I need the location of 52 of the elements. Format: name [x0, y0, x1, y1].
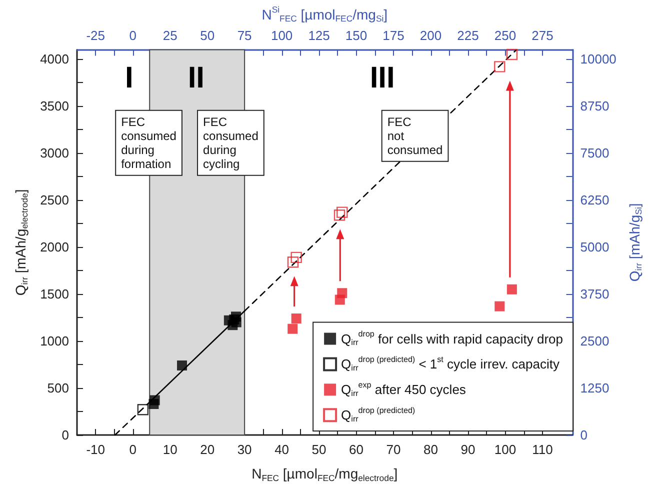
y-tick-label: 500: [47, 380, 69, 396]
x-tick-label: 30: [237, 442, 252, 457]
x-tick-label: 50: [312, 442, 326, 457]
annotation: II: [188, 61, 204, 94]
y-tick-label: 1000: [40, 334, 69, 349]
x-tick-label: 70: [386, 442, 401, 457]
annotation: FEC not consumed: [387, 114, 443, 157]
x-tick-label: 80: [424, 442, 438, 457]
x-tick-label: 10: [162, 442, 178, 457]
x-tick-label: -10: [86, 442, 106, 457]
y2-tick-label: 5000: [580, 240, 610, 255]
y2-tick-label: 1250: [580, 380, 610, 396]
x2-tick-label: 175: [382, 28, 404, 43]
y-tick-label: 0: [62, 428, 69, 442]
annotation: I: [124, 61, 134, 94]
y2-tick-label: 10000: [580, 52, 616, 67]
x2-tick-label: 25: [162, 28, 178, 43]
y-tick-label: 2500: [40, 192, 69, 208]
y-tick-label: 1500: [40, 286, 69, 302]
y2-tick-label: 3750: [580, 286, 610, 302]
y2-tick-label: 8750: [580, 98, 610, 114]
x2-tick-label: -25: [86, 28, 106, 43]
x2-tick-label: 275: [532, 28, 554, 43]
x2-tick-label: 250: [494, 28, 516, 43]
y-axis-title: Qirr [mAh/gelectrode]: [12, 189, 30, 296]
annotation: III: [370, 61, 395, 94]
x-tick-label: 20: [200, 442, 215, 457]
x-tick-label: 100: [494, 442, 516, 457]
y2-axis-title: Qirr [mAh/gSi]: [626, 203, 644, 282]
x2-tick-label: 200: [420, 28, 442, 43]
annotation: FEC consumed during cycling: [203, 114, 258, 171]
x-tick-label: 0: [129, 442, 136, 457]
x2-tick-label: 150: [345, 28, 368, 43]
x-tick-label: 40: [274, 442, 290, 457]
x2-tick-label: 100: [270, 28, 293, 43]
x-tick-label: 110: [532, 442, 553, 457]
y-tick-label: 2000: [40, 240, 69, 255]
y2-tick-label: 2500: [580, 334, 610, 349]
x-tick-label: 60: [349, 442, 364, 457]
y-tick-label: 3500: [40, 98, 69, 114]
x2-tick-label: 225: [457, 28, 479, 43]
y-tick-label: 3000: [40, 146, 69, 161]
annotation: FEC consumed during formation: [121, 114, 176, 171]
x-tick-label: 90: [460, 442, 476, 457]
y2-tick-label: 6250: [580, 192, 610, 208]
y2-tick-label: 7500: [580, 146, 610, 161]
y2-tick-label: 0: [580, 428, 588, 442]
x2-tick-label: 50: [200, 28, 215, 43]
x2-tick-label: 0: [129, 28, 136, 43]
y-tick-label: 4000: [40, 52, 69, 67]
x2-tick-label: 125: [308, 28, 330, 43]
x2-tick-label: 75: [237, 28, 252, 43]
